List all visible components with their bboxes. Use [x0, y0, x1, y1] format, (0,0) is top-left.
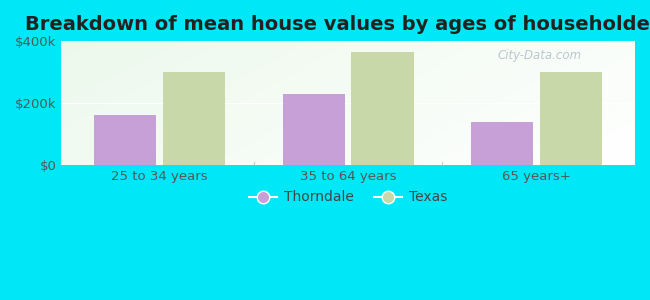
Bar [471, 122, 534, 165]
Title: Breakdown of mean house values by ages of householders: Breakdown of mean house values by ages o… [25, 15, 650, 34]
Bar [283, 94, 345, 165]
Bar [540, 72, 602, 165]
Bar [352, 52, 414, 165]
Text: City-Data.com: City-Data.com [497, 50, 582, 62]
Legend: Thorndale, Texas: Thorndale, Texas [243, 185, 453, 210]
Bar [94, 116, 157, 165]
Bar [163, 72, 226, 165]
